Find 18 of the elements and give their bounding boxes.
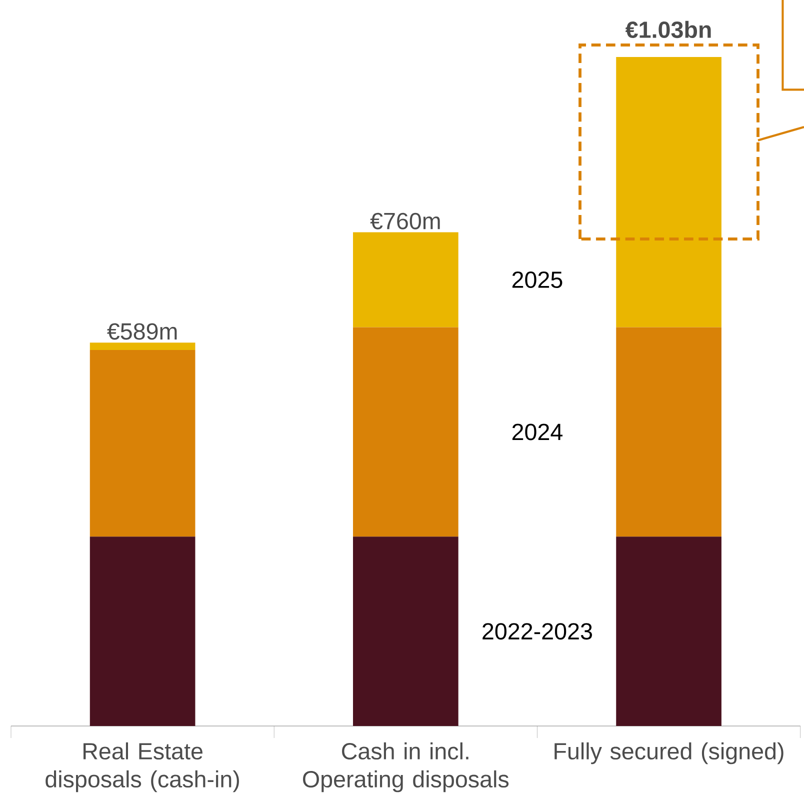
annotation: €1.03bn	[625, 20, 711, 38]
bar	[90, 536, 196, 726]
series-label: 2022-2023	[482, 623, 592, 640]
x-tick-label: Cash in incl. Operating disposals	[303, 742, 509, 792]
bar	[353, 327, 458, 537]
text: 2025	[512, 272, 562, 288]
bar	[90, 342, 196, 350]
bar	[616, 327, 722, 537]
bar	[353, 536, 458, 726]
x-tick-label: Real Estate disposals (cash-in)	[46, 742, 239, 792]
bar	[90, 350, 196, 537]
text: 2024	[512, 424, 562, 440]
annotation: €760m	[370, 212, 440, 230]
bar	[353, 232, 458, 328]
bar	[616, 536, 722, 726]
bar	[616, 56, 722, 328]
annotation: €589m	[107, 323, 177, 340]
x-tick-label: Fully secured (signed)	[554, 742, 784, 764]
